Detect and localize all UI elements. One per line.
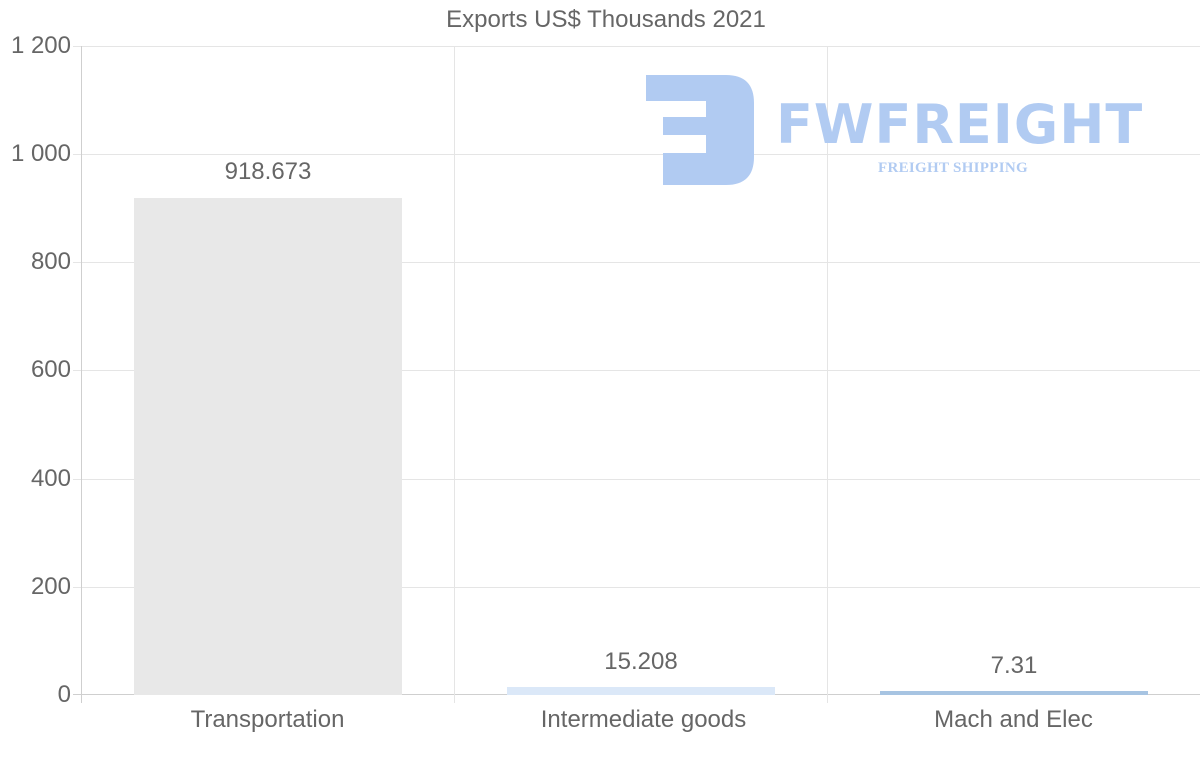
chart-title: Exports US$ Thousands 2021 xyxy=(446,6,766,33)
y-tick-1200: 1 200 xyxy=(10,32,71,59)
gridline-1200 xyxy=(73,46,1200,47)
y-tick-400: 400 xyxy=(30,465,71,492)
x-tick-transportation: Transportation xyxy=(190,706,345,733)
gridline-600 xyxy=(73,370,1200,371)
y-tick-200: 200 xyxy=(30,573,71,600)
category-divider xyxy=(827,46,828,703)
gridline-800 xyxy=(73,262,1200,263)
x-tick-mach-and-elec: Mach and Elec xyxy=(934,706,1093,733)
plot-area: 918.673 15.208 7.31 xyxy=(73,46,1200,703)
y-axis-line xyxy=(81,46,82,703)
gridline-400 xyxy=(73,479,1200,480)
y-tick-0: 0 xyxy=(57,681,71,708)
bar-intermediate-goods[interactable] xyxy=(507,687,775,695)
category-divider xyxy=(454,46,455,703)
value-label-mach-and-elec: 7.31 xyxy=(990,652,1038,679)
value-label-transportation: 918.673 xyxy=(224,158,312,185)
y-tick-1000: 1 000 xyxy=(10,140,71,167)
y-tick-800: 800 xyxy=(30,248,71,275)
bar-mach-and-elec[interactable] xyxy=(880,691,1148,695)
x-tick-intermediate-goods: Intermediate goods xyxy=(540,706,747,733)
gridline-1000 xyxy=(73,154,1200,155)
bar-transportation[interactable] xyxy=(134,198,402,695)
value-label-intermediate-goods: 15.208 xyxy=(604,648,678,675)
y-tick-600: 600 xyxy=(30,356,71,383)
gridline-200 xyxy=(73,587,1200,588)
